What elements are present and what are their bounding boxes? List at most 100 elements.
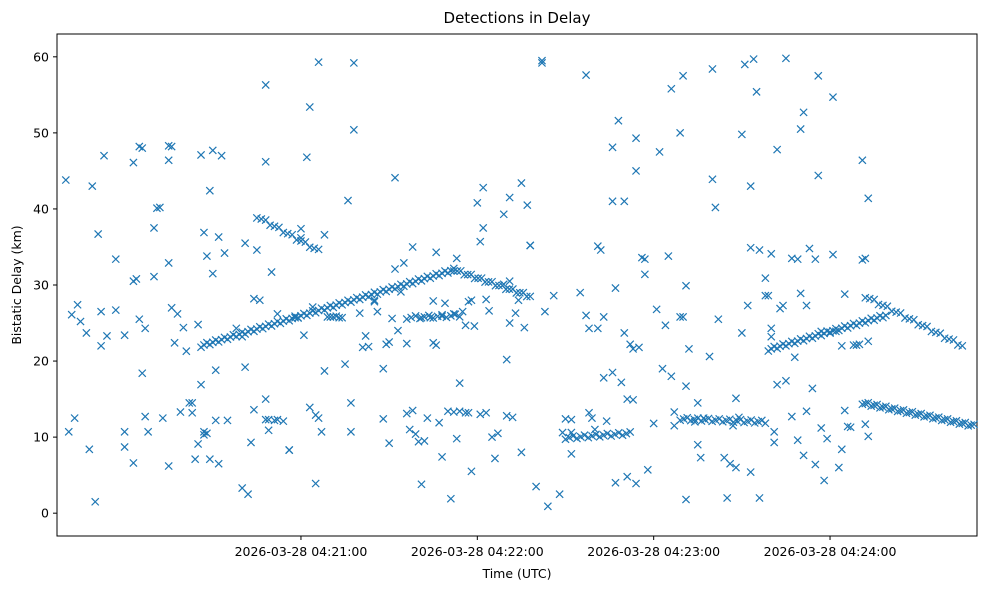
data-point	[188, 398, 197, 407]
data-point	[202, 252, 211, 261]
data-point	[714, 315, 723, 324]
data-point	[305, 403, 314, 412]
data-point	[811, 460, 820, 469]
data-point	[361, 331, 370, 340]
data-point	[220, 249, 229, 258]
data-point	[761, 419, 770, 428]
data-point	[764, 291, 773, 300]
data-point	[338, 313, 347, 322]
data-point	[505, 277, 514, 286]
data-point	[502, 411, 511, 420]
data-point	[493, 429, 502, 438]
data-point	[584, 408, 594, 417]
data-point	[214, 233, 223, 242]
data-point	[482, 408, 491, 417]
data-point	[517, 179, 526, 188]
data-point	[567, 415, 576, 424]
data-point	[802, 407, 811, 416]
data-point	[305, 102, 314, 112]
data-point	[537, 56, 547, 65]
data-point	[761, 291, 770, 300]
data-point	[958, 341, 967, 350]
data-point	[652, 305, 661, 314]
data-point	[593, 324, 602, 333]
data-point	[291, 313, 300, 322]
data-point	[875, 403, 885, 412]
data-point	[582, 311, 591, 320]
data-point	[522, 292, 531, 301]
data-point	[846, 423, 855, 432]
data-point	[299, 331, 308, 340]
data-point	[632, 479, 641, 488]
data-point	[241, 363, 250, 372]
data-point	[611, 284, 620, 293]
data-point	[76, 317, 85, 326]
data-point	[770, 427, 779, 436]
data-point	[505, 285, 514, 294]
data-point	[373, 307, 382, 316]
data-point	[267, 268, 276, 277]
data-point	[155, 203, 164, 212]
data-point	[417, 480, 426, 489]
data-point	[599, 373, 608, 382]
data-point	[655, 147, 664, 156]
data-point	[501, 285, 510, 294]
data-point	[814, 171, 823, 180]
data-point	[64, 427, 73, 436]
data-point	[796, 289, 805, 298]
data-point	[878, 403, 887, 412]
data-point	[408, 242, 417, 251]
data-point	[476, 237, 485, 246]
data-point	[555, 490, 564, 499]
data-point	[505, 193, 514, 202]
data-point	[479, 223, 488, 232]
data-points	[61, 54, 979, 511]
data-point	[970, 420, 979, 429]
data-point	[138, 369, 147, 378]
data-point	[602, 417, 611, 426]
data-point	[314, 245, 323, 254]
data-point	[608, 143, 617, 152]
data-point	[270, 416, 279, 425]
data-point	[834, 463, 843, 472]
data-point	[799, 108, 808, 117]
data-point	[261, 395, 270, 404]
data-point	[67, 310, 76, 319]
data-point	[279, 417, 288, 426]
data-point	[840, 290, 849, 299]
data-point	[629, 395, 638, 404]
data-point	[273, 309, 282, 318]
data-point	[679, 71, 688, 80]
y-tick-label: 50	[33, 125, 49, 140]
data-point	[887, 404, 896, 413]
data-point	[505, 319, 514, 328]
data-point	[858, 156, 867, 165]
data-point	[693, 440, 702, 449]
data-point	[408, 406, 417, 415]
data-point	[390, 173, 400, 182]
data-point	[197, 380, 206, 389]
data-point	[464, 408, 473, 417]
data-point	[964, 421, 973, 430]
y-tick-label: 20	[33, 354, 49, 369]
data-point	[805, 244, 814, 253]
data-point	[937, 416, 946, 425]
data-point	[817, 423, 826, 433]
data-point	[611, 478, 620, 487]
data-point	[861, 254, 870, 263]
data-point	[244, 490, 253, 499]
data-point	[603, 429, 612, 438]
data-point	[773, 145, 782, 154]
data-point	[649, 419, 658, 428]
data-point	[520, 323, 529, 332]
data-point	[135, 315, 144, 324]
data-point	[867, 402, 876, 411]
data-point	[82, 328, 91, 337]
y-tick-label: 0	[41, 506, 49, 521]
data-point	[432, 248, 441, 257]
data-point	[144, 427, 153, 436]
data-point	[285, 446, 294, 455]
data-point	[681, 382, 691, 391]
data-point	[896, 406, 905, 415]
